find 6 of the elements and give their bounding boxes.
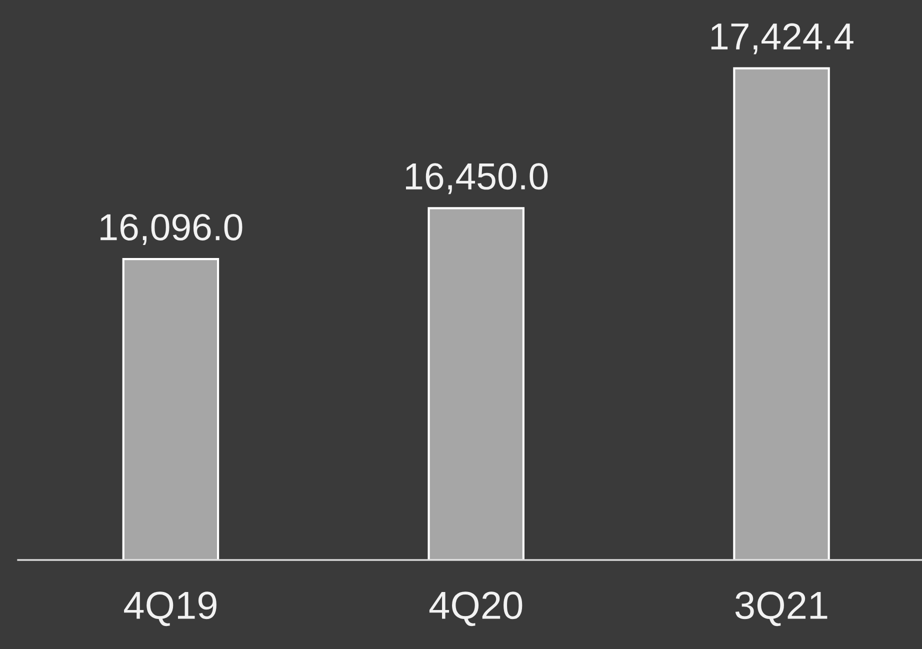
x-tick-label: 4Q19 [124, 592, 216, 626]
x-tick-label: 3Q21 [735, 592, 828, 626]
data-label: 16,096.0 [100, 214, 242, 245]
data-label: 16,450.0 [406, 163, 548, 194]
data-label: 17,424.4 [711, 23, 854, 54]
x-tick-label: 4Q20 [429, 592, 522, 626]
